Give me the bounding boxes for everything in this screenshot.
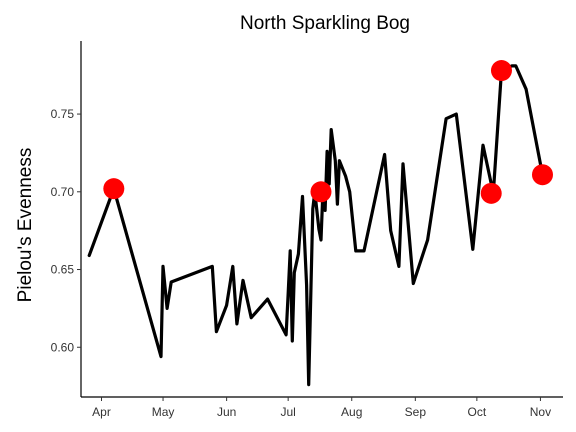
x-tick-label: Nov [530, 405, 551, 419]
chart-title: North Sparkling Bog [240, 13, 410, 34]
x-tick-label: Aug [341, 405, 362, 419]
y-axis-label: Pielou's Evenness [15, 148, 36, 303]
plot-area: 0.60 0.65 0.70 0.75 Apr May Jun Jul Aug Sep Oct No… [51, 41, 563, 419]
x-tick-label: Jun [217, 405, 236, 419]
series-line [87, 64, 545, 387]
highlight-point [480, 182, 502, 204]
x-tick-label: Oct [468, 405, 487, 419]
highlight-point [531, 164, 553, 186]
highlight-point [490, 60, 512, 82]
x-tick-label: Sep [405, 405, 427, 419]
x-tick-label: May [152, 405, 175, 419]
highlight-point [310, 181, 332, 203]
highlight-points [103, 60, 553, 204]
y-tick-label: 0.65 [51, 263, 75, 277]
x-axis-ticks: Apr May Jun Jul Aug Sep Oct Nov [92, 397, 551, 419]
y-tick-label: 0.70 [51, 185, 75, 199]
highlight-point [103, 178, 125, 200]
y-axis-ticks: 0.60 0.65 0.70 0.75 [51, 107, 81, 354]
x-tick-label: Apr [92, 405, 111, 419]
y-tick-label: 0.75 [51, 107, 75, 121]
y-tick-label: 0.60 [51, 340, 75, 354]
x-tick-label: Jul [280, 405, 295, 419]
